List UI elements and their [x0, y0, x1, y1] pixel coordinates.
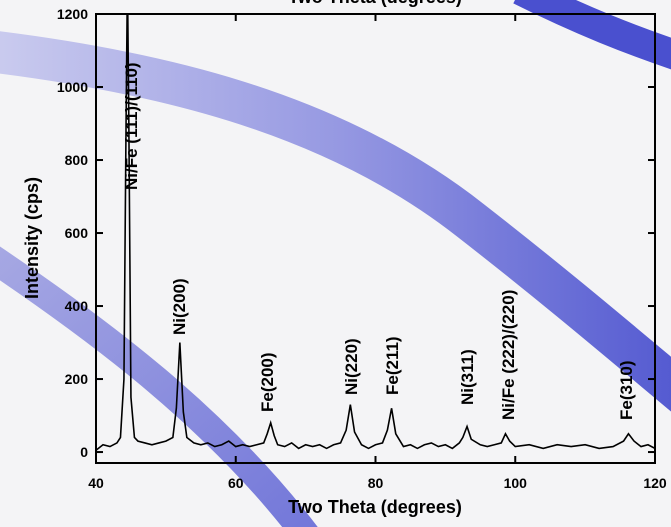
- x-tick-label: 80: [368, 475, 384, 491]
- peak-label: Ni(311): [458, 349, 477, 405]
- y-tick-label: 1000: [57, 79, 88, 95]
- x-tick-label: 40: [88, 475, 104, 491]
- peak-label: Ni(200): [170, 278, 189, 335]
- y-tick-label: 600: [65, 225, 89, 241]
- x-tick-label: 100: [504, 475, 528, 491]
- peak-label: Fe(211): [383, 336, 402, 395]
- top-axis-title: Two Theta (degrees): [288, 0, 462, 7]
- y-tick-label: 0: [80, 444, 88, 460]
- y-tick-label: 400: [65, 298, 89, 314]
- x-axis-title: Two Theta (degrees): [288, 497, 462, 517]
- peak-label: Fe(200): [258, 352, 277, 412]
- y-tick-label: 1200: [57, 6, 88, 22]
- peak-label: Ni/Fe (111)/(110): [122, 62, 141, 190]
- peak-label: Fe(310): [617, 360, 636, 420]
- peak-label: Ni(220): [342, 338, 361, 395]
- x-tick-label: 60: [228, 475, 244, 491]
- y-tick-label: 800: [65, 152, 89, 168]
- data-line: [96, 14, 655, 451]
- y-axis-title: Intensity (cps): [22, 177, 42, 299]
- x-tick-label: 120: [643, 475, 667, 491]
- y-tick-label: 200: [65, 371, 89, 387]
- peak-label: Ni/Fe (222)/(220): [499, 290, 518, 420]
